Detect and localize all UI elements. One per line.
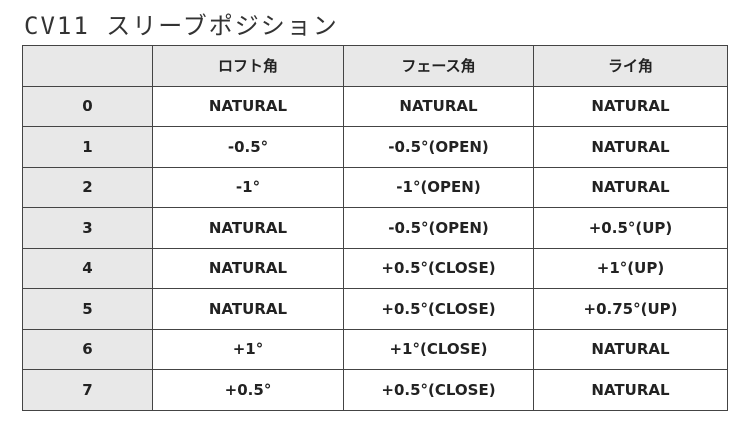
cell-face: +0.5°(CLOSE) bbox=[343, 288, 534, 330]
cell-face: -0.5°(OPEN) bbox=[343, 207, 534, 249]
cell-position: 0 bbox=[22, 85, 153, 127]
cell-loft: NATURAL bbox=[152, 207, 344, 249]
table-row: 2 -1° -1°(OPEN) NATURAL bbox=[22, 166, 728, 208]
cell-face: +1°(CLOSE) bbox=[343, 328, 534, 370]
sleeve-position-table: ロフト角 フェース角 ライ角 0 NATURAL NATURAL NATURAL 1 -0… bbox=[22, 45, 728, 411]
table-row: 6 +1° +1°(CLOSE) NATURAL bbox=[22, 328, 728, 370]
cell-face: NATURAL bbox=[343, 85, 534, 127]
cell-position: 2 bbox=[22, 166, 153, 208]
header-face: フェース角 bbox=[343, 45, 534, 87]
table-row: 4 NATURAL +0.5°(CLOSE) +1°(UP) bbox=[22, 247, 728, 289]
cell-lie: NATURAL bbox=[533, 85, 728, 127]
header-lie: ライ角 bbox=[533, 45, 728, 87]
cell-loft: +1° bbox=[152, 328, 344, 370]
cell-lie: NATURAL bbox=[533, 166, 728, 208]
header-loft: ロフト角 bbox=[152, 45, 344, 87]
cell-loft: +0.5° bbox=[152, 369, 344, 411]
cell-loft: NATURAL bbox=[152, 85, 344, 127]
cell-loft: -0.5° bbox=[152, 126, 344, 168]
cell-position: 6 bbox=[22, 328, 153, 370]
cell-position: 3 bbox=[22, 207, 153, 249]
cell-position: 5 bbox=[22, 288, 153, 330]
table-row: 7 +0.5° +0.5°(CLOSE) NATURAL bbox=[22, 369, 728, 411]
table-row: 1 -0.5° -0.5°(OPEN) NATURAL bbox=[22, 126, 728, 168]
cell-loft: NATURAL bbox=[152, 247, 344, 289]
cell-position: 4 bbox=[22, 247, 153, 289]
cell-lie: NATURAL bbox=[533, 328, 728, 370]
cell-loft: NATURAL bbox=[152, 288, 344, 330]
cell-face: +0.5°(CLOSE) bbox=[343, 247, 534, 289]
page-title: CV11 スリーブポジション bbox=[24, 12, 339, 40]
cell-lie: NATURAL bbox=[533, 126, 728, 168]
cell-position: 1 bbox=[22, 126, 153, 168]
header-position bbox=[22, 45, 153, 87]
cell-lie: +0.5°(UP) bbox=[533, 207, 728, 249]
cell-position: 7 bbox=[22, 369, 153, 411]
table-row: 3 NATURAL -0.5°(OPEN) +0.5°(UP) bbox=[22, 207, 728, 249]
cell-loft: -1° bbox=[152, 166, 344, 208]
cell-face: +0.5°(CLOSE) bbox=[343, 369, 534, 411]
header-row: ロフト角 フェース角 ライ角 bbox=[22, 45, 728, 87]
cell-lie: NATURAL bbox=[533, 369, 728, 411]
cell-face: -1°(OPEN) bbox=[343, 166, 534, 208]
table-row: 5 NATURAL +0.5°(CLOSE) +0.75°(UP) bbox=[22, 288, 728, 330]
cell-lie: +0.75°(UP) bbox=[533, 288, 728, 330]
table-row: 0 NATURAL NATURAL NATURAL bbox=[22, 85, 728, 127]
cell-face: -0.5°(OPEN) bbox=[343, 126, 534, 168]
cell-lie: +1°(UP) bbox=[533, 247, 728, 289]
